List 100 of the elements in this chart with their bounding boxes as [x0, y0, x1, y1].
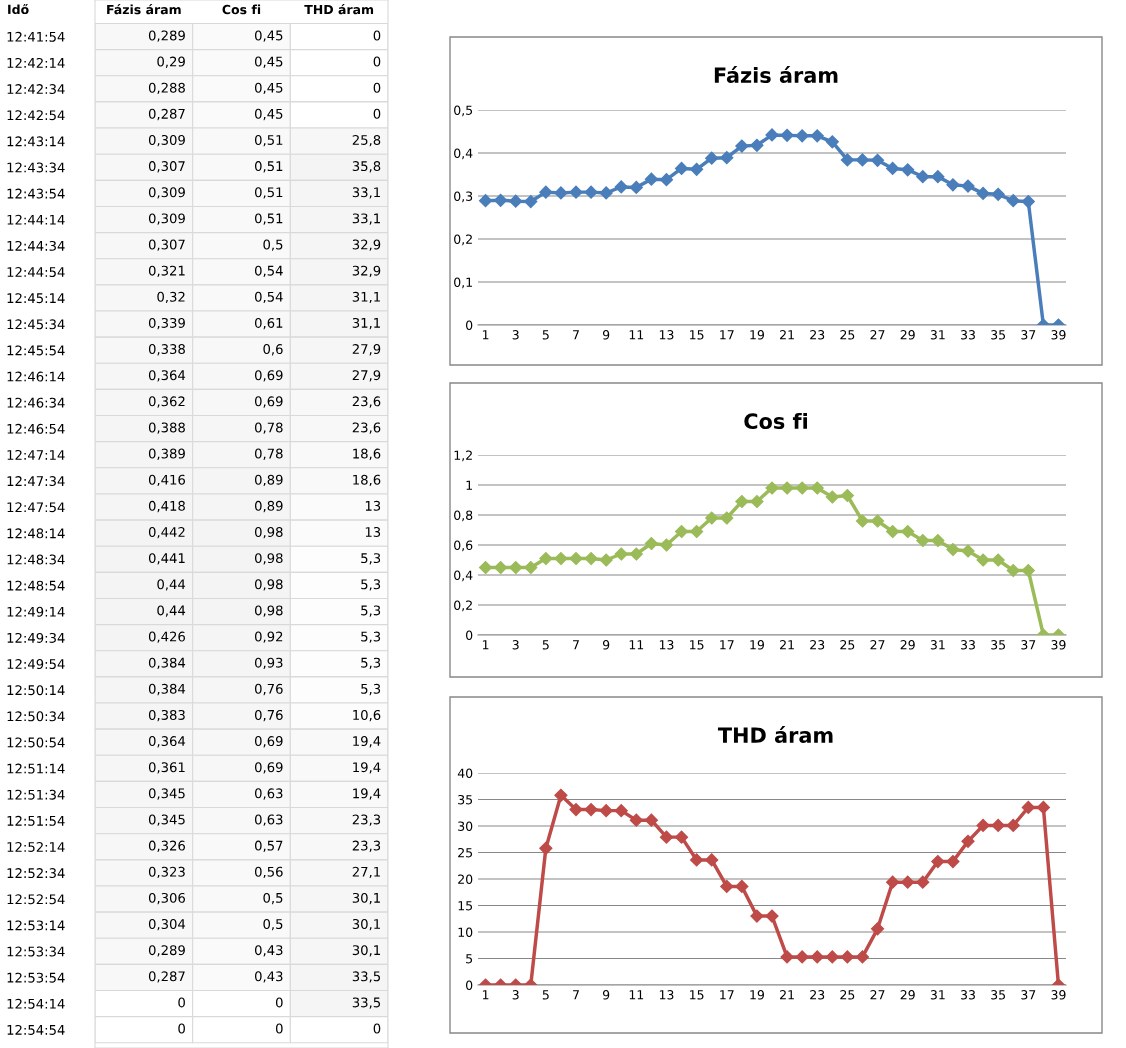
- data-label: 0,45: [254, 56, 283, 68]
- data-label: 0,289: [148, 945, 185, 957]
- data-label: 0,306: [148, 892, 185, 905]
- point: [599, 804, 613, 818]
- data-label: 0,287: [148, 971, 185, 983]
- data-label: 0,364: [148, 736, 186, 748]
- x-tick-label: 39: [1051, 990, 1066, 1000]
- x-tick-label: 5: [542, 990, 549, 1000]
- point: [886, 875, 900, 889]
- data-label: 0,441: [148, 553, 185, 565]
- data-label: 0,76: [254, 709, 283, 722]
- data-label: 5,3: [361, 683, 381, 696]
- x-tick-label: 15: [690, 990, 704, 1000]
- x-tick-label: 7: [573, 330, 579, 340]
- point: [629, 547, 643, 561]
- y-tick-label: 12:44:54: [7, 267, 65, 277]
- data-label: 0,416: [148, 474, 185, 487]
- data-label: 10,6: [353, 709, 381, 722]
- point: [931, 533, 945, 548]
- point: [584, 802, 598, 817]
- point: [946, 542, 960, 557]
- x-tick-label: 13: [659, 990, 674, 1000]
- y-tick-label: 12:43:54: [7, 188, 65, 199]
- data-label: 33,5: [352, 971, 381, 983]
- data-label: 0,76: [254, 683, 283, 696]
- point: [750, 138, 764, 152]
- x-tick-label: 17: [720, 990, 734, 1000]
- point: [644, 813, 658, 827]
- y-tick-label: 12:50:54: [7, 737, 65, 748]
- data-label: 0,383: [148, 709, 185, 722]
- point: [765, 481, 779, 495]
- data-label: 0,384: [148, 657, 186, 669]
- chart-title: THD áram: [717, 726, 833, 744]
- data-label: 5,3: [361, 657, 381, 669]
- point: [644, 536, 658, 551]
- point: [825, 135, 839, 149]
- y-tick-label: 12:49:34: [7, 632, 65, 643]
- x-tick-label: 21: [780, 640, 794, 650]
- x-tick-label: 27: [870, 330, 885, 340]
- point: [478, 194, 493, 208]
- point: [494, 193, 508, 207]
- point: [674, 524, 689, 539]
- point: [795, 950, 809, 964]
- point: [1006, 818, 1020, 833]
- y-tick-label: 12:47:14: [7, 449, 65, 460]
- data-label: 0,389: [148, 448, 185, 460]
- x-tick-label: 1: [482, 990, 489, 1000]
- data-label: 0,307: [148, 161, 185, 173]
- point: [750, 909, 764, 923]
- data-label: 33,1: [352, 213, 380, 225]
- y-axis-title: Idő: [8, 3, 29, 15]
- point: [961, 544, 975, 558]
- point: [765, 909, 779, 923]
- data-label: 0,89: [254, 500, 283, 513]
- point: [644, 172, 658, 186]
- y-tick-label: 20: [458, 874, 473, 884]
- point: [976, 186, 990, 201]
- y-tick-label: 12:50:34: [7, 711, 65, 722]
- x-tick-label: 35: [991, 640, 1006, 650]
- point: [659, 173, 674, 187]
- data-label: 27,1: [352, 866, 380, 879]
- data-label: 19,4: [353, 788, 381, 800]
- y-tick-label: 12:51:54: [7, 815, 65, 826]
- y-tick-label: 1,2: [454, 450, 472, 462]
- data-label: 0,92: [254, 631, 283, 643]
- y-tick-label: 12:41:54: [7, 31, 65, 42]
- data-label: 0,307: [148, 239, 185, 251]
- data-label: 0,362: [148, 396, 185, 408]
- x-tick-label: 19: [750, 990, 764, 1000]
- data-label: 0,93: [254, 657, 283, 669]
- data-label: 0: [373, 1023, 381, 1034]
- y-tick-label: 12:42:34: [7, 84, 65, 95]
- x-tick-label: 27: [870, 640, 885, 650]
- data-label: 32,9: [352, 239, 381, 251]
- point: [569, 802, 583, 817]
- x-tick-label: 7: [573, 990, 579, 1000]
- data-label: 0,288: [148, 82, 185, 95]
- y-tick-label: 12:46:14: [7, 371, 65, 382]
- point: [1006, 194, 1020, 208]
- y-tick-label: 12:52:54: [7, 894, 65, 905]
- data-label: 0: [178, 1023, 185, 1034]
- point: [931, 854, 945, 869]
- x-tick-label: Cos fi: [222, 4, 261, 15]
- point: [765, 128, 779, 142]
- x-tick-label: 33: [961, 640, 975, 650]
- data-label: 0: [373, 108, 381, 119]
- point: [524, 195, 538, 209]
- data-label: 19,4: [353, 762, 381, 774]
- point: [720, 511, 734, 525]
- point: [599, 186, 613, 200]
- y-tick-label: 12:53:34: [7, 946, 65, 957]
- point: [931, 170, 945, 184]
- data-label: 0,98: [254, 527, 283, 539]
- point: [976, 553, 990, 567]
- y-tick-label: 12:49:54: [7, 659, 65, 670]
- data-label: 0,57: [254, 840, 283, 852]
- y-tick-label: 30: [458, 821, 473, 831]
- data-label: 0,78: [254, 448, 283, 460]
- y-tick-label: 12:46:34: [7, 397, 65, 408]
- y-tick-label: 40: [457, 768, 473, 778]
